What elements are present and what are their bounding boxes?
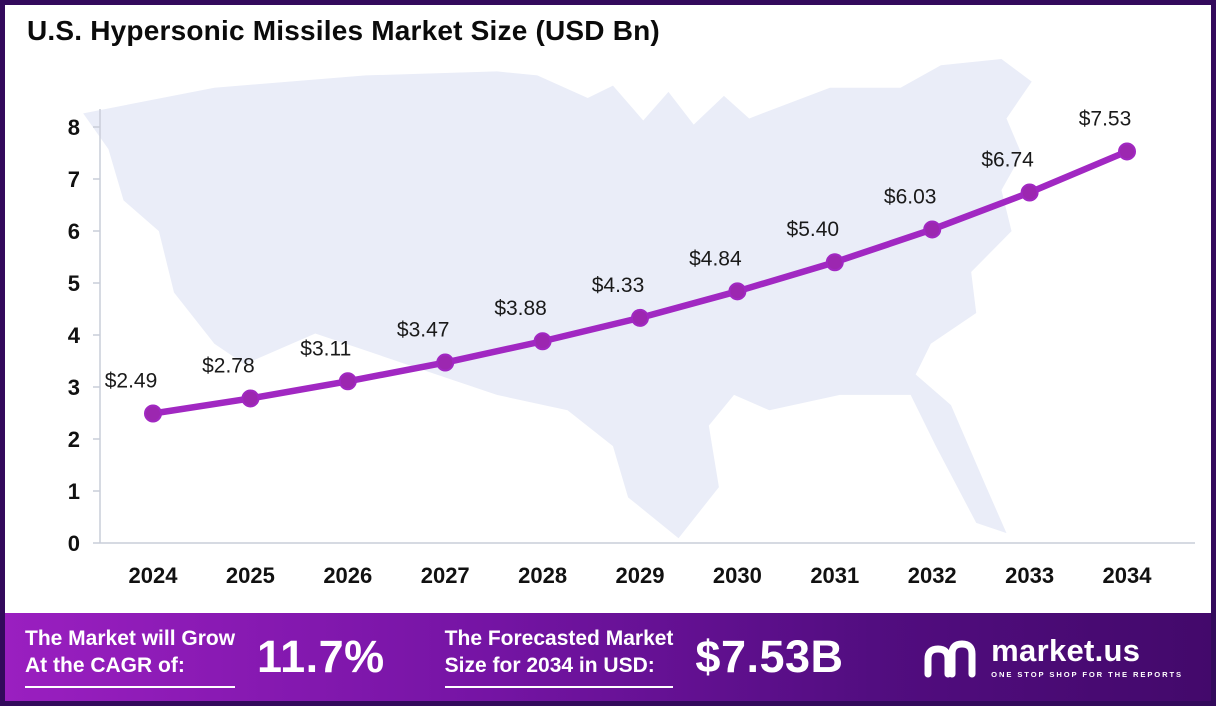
chart-title: U.S. Hypersonic Missiles Market Size (US… xyxy=(27,15,660,46)
svg-text:4: 4 xyxy=(68,323,81,348)
svg-text:2033: 2033 xyxy=(1005,563,1054,588)
brand-tagline: ONE STOP SHOP FOR THE REPORTS xyxy=(991,670,1183,679)
svg-text:2026: 2026 xyxy=(323,563,372,588)
svg-text:$6.74: $6.74 xyxy=(981,149,1034,172)
forecast-label-line2: Size for 2034 in USD: xyxy=(444,653,655,677)
svg-text:$3.11: $3.11 xyxy=(300,337,351,360)
svg-text:1: 1 xyxy=(68,479,80,504)
svg-text:2024: 2024 xyxy=(129,563,179,588)
svg-text:0: 0 xyxy=(68,531,80,556)
line-chart: 0 1 2 3 4 5 6 7 8 2024 2025 2026 2027 2028 2029 2030 203… xyxy=(68,107,1195,588)
marketus-logo: market.us ONE STOP SHOP FOR THE REPORTS xyxy=(923,635,1183,679)
svg-text:8: 8 xyxy=(68,115,80,140)
svg-text:2031: 2031 xyxy=(810,563,859,588)
forecast-value: $7.53B xyxy=(695,631,844,682)
brand-name: market.us xyxy=(991,633,1141,668)
svg-text:$4.84: $4.84 xyxy=(689,247,742,270)
svg-text:5: 5 xyxy=(68,271,80,296)
chart-section: U.S. Hypersonic Missiles Market Size (US… xyxy=(5,5,1211,613)
footer-stats-bar: The Market will Grow At the CAGR of: 11.… xyxy=(5,613,1211,701)
svg-text:2030: 2030 xyxy=(713,563,762,588)
forecast-label: The Forecasted Market Size for 2034 in U… xyxy=(444,626,674,689)
svg-text:2029: 2029 xyxy=(616,563,665,588)
svg-text:2028: 2028 xyxy=(518,563,567,588)
svg-text:$3.88: $3.88 xyxy=(494,297,547,320)
svg-text:$3.47: $3.47 xyxy=(397,319,450,342)
cagr-label: The Market will Grow At the CAGR of: xyxy=(25,626,236,689)
cagr-label-line1: The Market will Grow xyxy=(25,626,236,650)
cagr-label-line2: At the CAGR of: xyxy=(25,653,185,677)
svg-text:$7.53: $7.53 xyxy=(1079,107,1132,130)
us-map-silhouette xyxy=(83,59,1032,539)
cagr-value: 11.7% xyxy=(257,631,385,682)
svg-text:6: 6 xyxy=(68,219,80,244)
svg-text:2032: 2032 xyxy=(908,563,957,588)
svg-text:7: 7 xyxy=(68,167,80,192)
svg-text:3: 3 xyxy=(68,375,80,400)
svg-text:$2.78: $2.78 xyxy=(202,354,255,377)
brand-text: market.us ONE STOP SHOP FOR THE REPORTS xyxy=(991,635,1183,679)
marketus-logo-icon xyxy=(924,640,976,678)
svg-text:2: 2 xyxy=(68,427,80,452)
svg-text:$4.33: $4.33 xyxy=(592,274,645,297)
svg-text:$6.03: $6.03 xyxy=(884,185,937,208)
forecast-label-line1: The Forecasted Market xyxy=(444,626,674,650)
svg-text:2025: 2025 xyxy=(226,563,275,588)
svg-text:$5.40: $5.40 xyxy=(787,218,840,241)
svg-text:$2.49: $2.49 xyxy=(105,370,158,393)
svg-text:2034: 2034 xyxy=(1103,563,1153,588)
svg-text:2027: 2027 xyxy=(421,563,470,588)
